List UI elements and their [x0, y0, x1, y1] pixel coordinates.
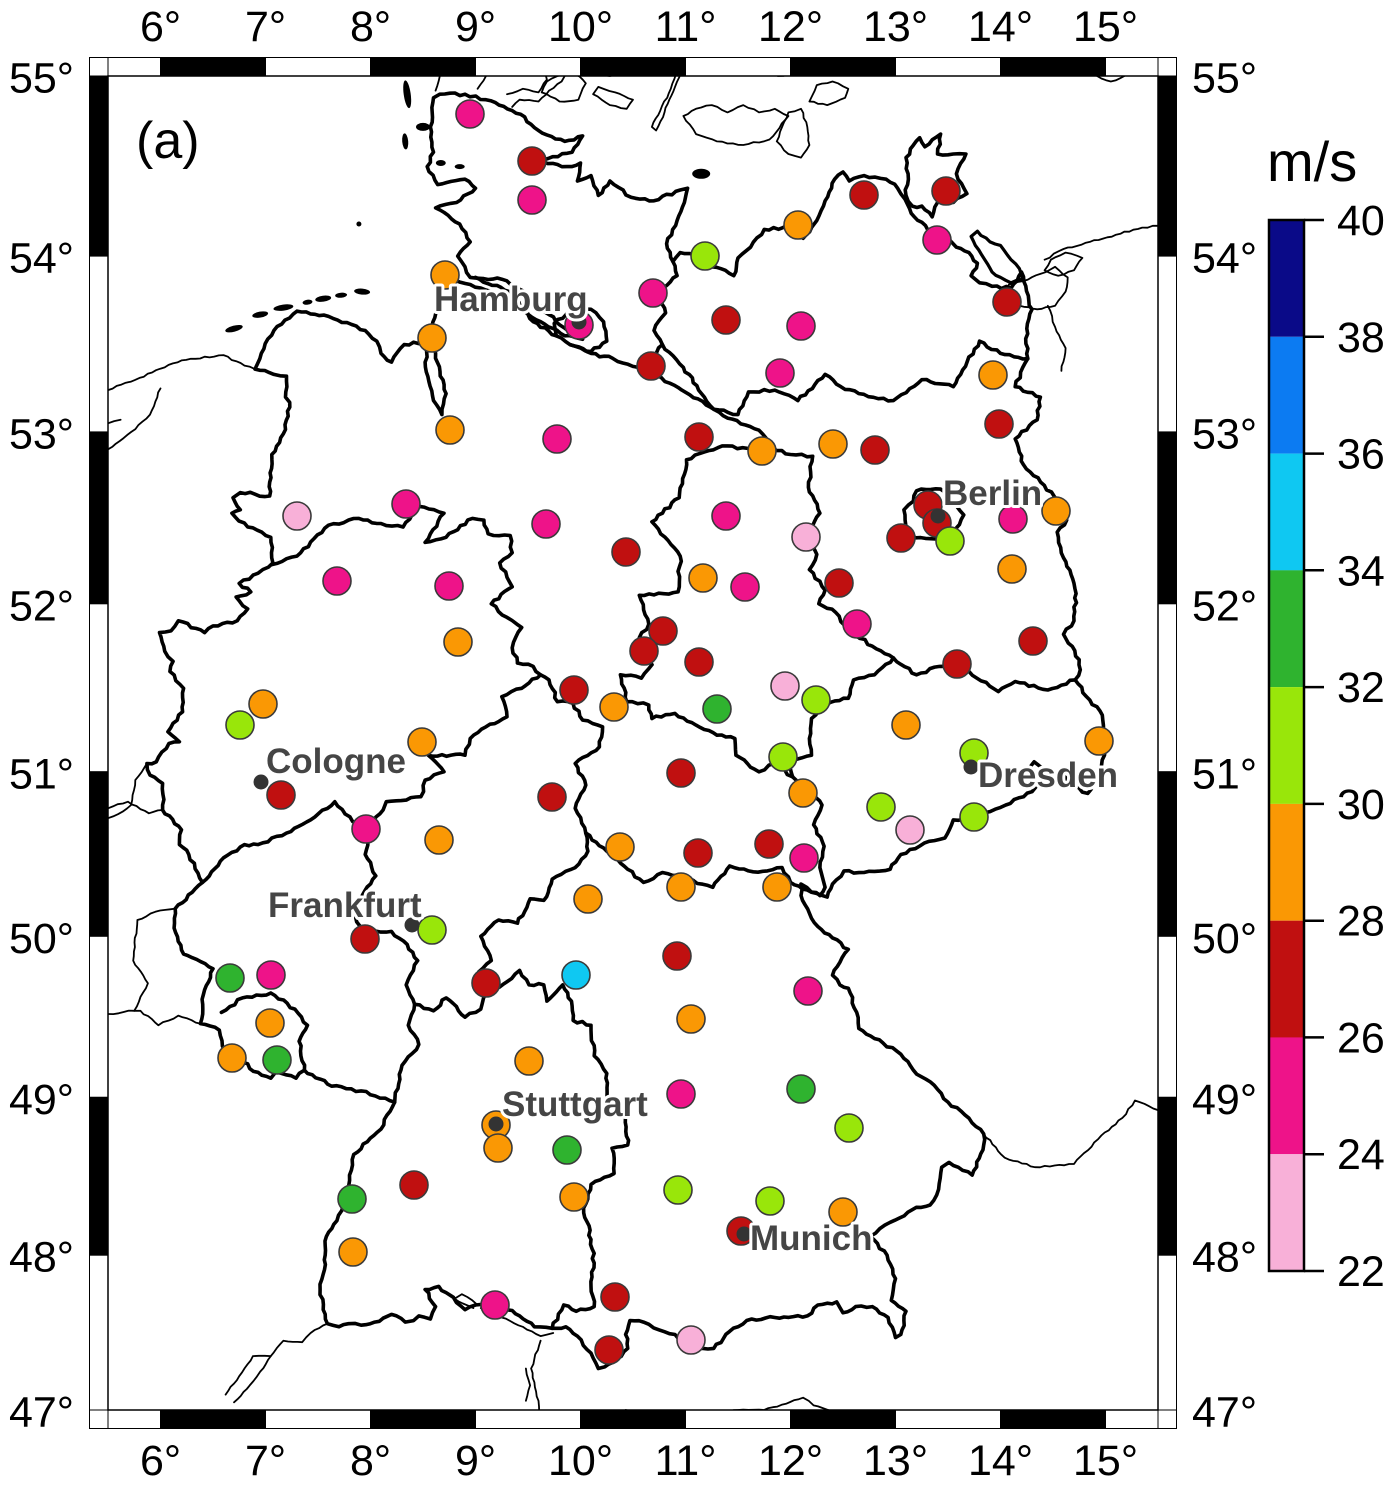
svg-text:55°: 55°: [9, 55, 74, 103]
svg-text:53°: 53°: [1192, 411, 1257, 459]
svg-text:10°: 10°: [548, 1437, 613, 1485]
svg-text:12°: 12°: [758, 1437, 823, 1485]
svg-text:53°: 53°: [9, 411, 74, 459]
svg-text:m/s: m/s: [1267, 130, 1357, 193]
svg-text:(a): (a): [136, 112, 200, 170]
svg-text:52°: 52°: [9, 582, 74, 630]
svg-text:50°: 50°: [1192, 915, 1257, 963]
svg-text:7°: 7°: [245, 3, 286, 51]
svg-text:13°: 13°: [863, 3, 928, 51]
svg-text:8°: 8°: [350, 1437, 391, 1485]
svg-text:24: 24: [1337, 1131, 1385, 1179]
svg-text:55°: 55°: [1192, 55, 1257, 103]
svg-text:49°: 49°: [1192, 1076, 1257, 1124]
svg-text:9°: 9°: [455, 3, 496, 51]
svg-text:10°: 10°: [548, 3, 613, 51]
svg-text:13°: 13°: [863, 1437, 928, 1485]
svg-text:48°: 48°: [9, 1234, 74, 1282]
svg-text:Stuttgart: Stuttgart: [502, 1085, 648, 1124]
svg-text:15°: 15°: [1073, 3, 1138, 51]
svg-text:30: 30: [1337, 781, 1385, 829]
svg-text:Frankfurt: Frankfurt: [268, 886, 422, 925]
svg-text:28: 28: [1337, 898, 1385, 946]
svg-text:Cologne: Cologne: [266, 742, 406, 781]
svg-text:14°: 14°: [968, 3, 1033, 51]
svg-text:11°: 11°: [655, 1437, 717, 1485]
svg-text:9°: 9°: [455, 1437, 496, 1485]
svg-text:32: 32: [1337, 664, 1385, 712]
svg-text:15°: 15°: [1073, 1437, 1138, 1485]
svg-text:47°: 47°: [1192, 1389, 1257, 1437]
svg-text:51°: 51°: [1192, 750, 1257, 798]
svg-text:Dresden: Dresden: [978, 756, 1118, 795]
svg-text:6°: 6°: [140, 3, 181, 51]
svg-text:40: 40: [1337, 197, 1385, 245]
svg-text:51°: 51°: [9, 750, 74, 798]
svg-text:49°: 49°: [9, 1076, 74, 1124]
svg-text:12°: 12°: [758, 3, 823, 51]
svg-text:54°: 54°: [9, 235, 74, 283]
svg-text:47°: 47°: [9, 1389, 74, 1437]
svg-text:Hamburg: Hamburg: [434, 280, 588, 319]
svg-text:Berlin: Berlin: [943, 474, 1042, 513]
svg-text:50°: 50°: [9, 915, 74, 963]
svg-text:34: 34: [1337, 547, 1385, 595]
svg-text:38: 38: [1337, 314, 1385, 362]
svg-text:26: 26: [1337, 1014, 1385, 1062]
svg-text:14°: 14°: [968, 1437, 1033, 1485]
svg-text:48°: 48°: [1192, 1234, 1257, 1282]
svg-text:8°: 8°: [350, 3, 391, 51]
svg-text:11°: 11°: [655, 3, 717, 51]
svg-text:22: 22: [1337, 1248, 1385, 1296]
svg-text:52°: 52°: [1192, 582, 1257, 630]
svg-text:6°: 6°: [140, 1437, 181, 1485]
svg-text:36: 36: [1337, 431, 1385, 479]
svg-text:54°: 54°: [1192, 235, 1257, 283]
svg-text:Munich: Munich: [750, 1219, 872, 1258]
svg-text:7°: 7°: [245, 1437, 286, 1485]
